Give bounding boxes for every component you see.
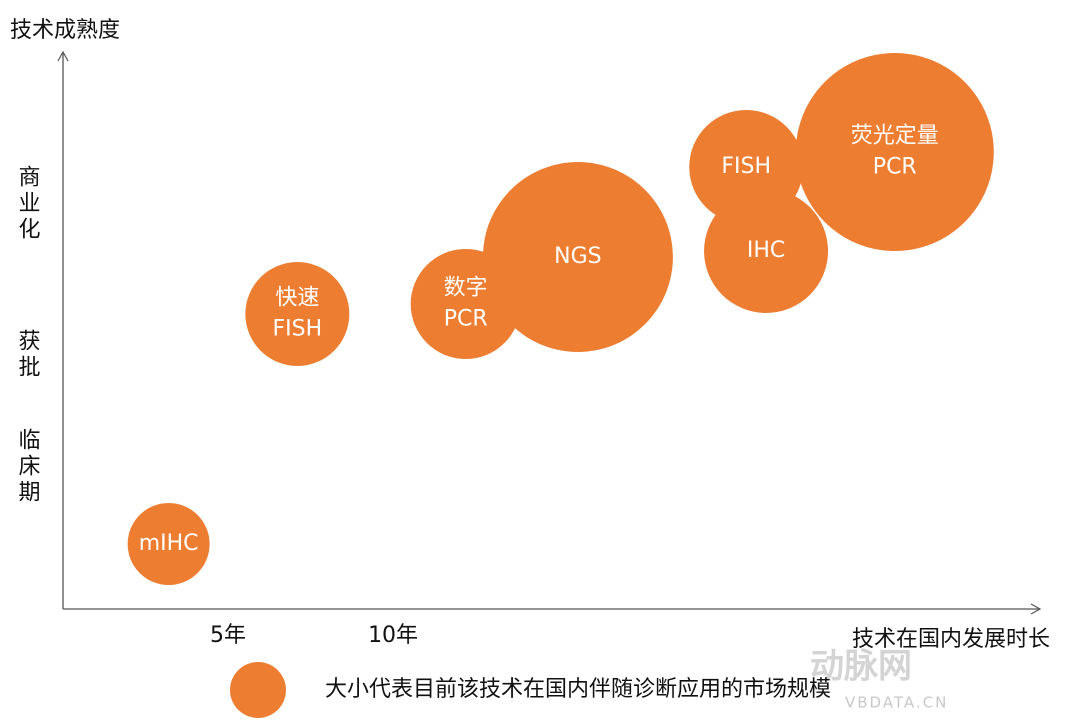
bubble-label: 快速 <box>275 286 319 311</box>
bubble-label: 数字 <box>444 276 488 301</box>
x-tick-label: 10年 <box>368 623 418 648</box>
bubble <box>795 53 994 251</box>
bubble-label: PCR <box>444 307 488 332</box>
y-tick-label: 商业化 <box>15 165 41 243</box>
watermark: VBDATA.CN <box>845 694 948 712</box>
bubble <box>704 189 829 313</box>
bubble <box>245 262 350 366</box>
legend-marker <box>230 662 286 718</box>
y-tick-label: 临床期 <box>15 428 41 506</box>
bubble-label: mIHC <box>139 531 199 556</box>
watermark: 动脉网 <box>810 647 912 687</box>
bubble <box>127 503 210 585</box>
bubble-label: PCR <box>873 155 917 180</box>
y-tick-label: 获批 <box>15 329 41 381</box>
bubble-label: NGS <box>554 244 601 269</box>
bubble <box>482 162 673 352</box>
bubble-label: FISH <box>273 317 323 342</box>
y-axis-title: 技术成熟度 <box>10 18 120 43</box>
x-tick-label: 5年 <box>210 623 246 648</box>
bubble-label: IHC <box>747 238 785 263</box>
x-axis-title: 技术在国内发展时长 <box>852 627 1050 652</box>
bubble-label: FISH <box>721 154 771 179</box>
bubble-label: 荧光定量 <box>851 124 939 149</box>
legend-label: 大小代表目前该技术在国内伴随诊断应用的市场规模 <box>325 677 831 702</box>
